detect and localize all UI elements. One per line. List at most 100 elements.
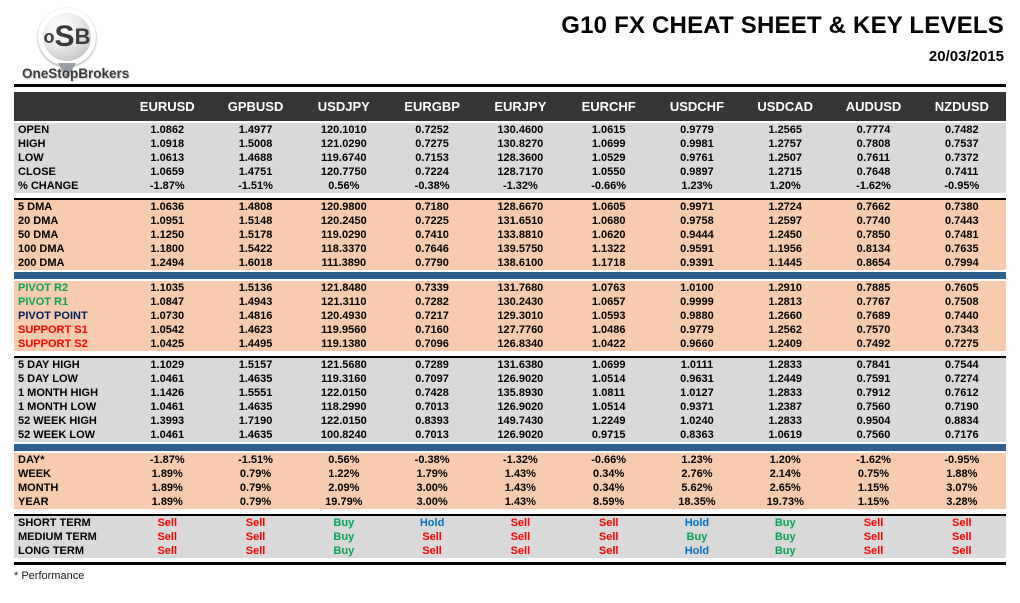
table-row: DAY* -1.87% -1.51% 0.56% -0.38% -1.32% -0.66% 1… [14,452,1006,467]
value-cell: 1.0514 [564,372,653,386]
value-cell: 1.22% [299,467,388,481]
signal-cell: Sell [564,544,653,558]
signal-cell: Buy [741,530,830,544]
value-cell: 0.7160 [387,323,477,337]
value-cell: 126.9020 [476,428,565,443]
value-cell: 0.8654 [829,256,918,271]
value-cell: 0.7570 [829,323,918,337]
signal-cell: Sell [917,530,1006,544]
column-header-eurusd: EURUSD [123,92,212,123]
value-cell: 1.5422 [211,242,300,256]
value-cell: 1.2715 [741,165,830,179]
value-cell: 1.0615 [564,122,653,137]
value-cell: 0.7689 [829,309,918,323]
value-cell: 0.7289 [387,356,477,372]
value-cell: 1.1800 [123,242,212,256]
table-row: 5 DAY LOW 1.0461 1.4635 119.3160 0.7097 126.9… [14,372,1006,386]
value-cell: 0.7380 [917,198,1006,214]
value-cell: 1.2449 [741,372,830,386]
value-cell: 2.09% [299,481,388,495]
value-cell: 1.89% [123,495,212,509]
table-row: SUPPORT S2 1.0425 1.4495 119.1380 0.7096 126.… [14,337,1006,351]
value-cell: 0.7646 [387,242,477,256]
row-label: CLOSE [14,165,124,179]
row-label: 1 MONTH HIGH [14,386,124,400]
value-cell: 2.76% [652,467,742,481]
value-cell: 0.7411 [917,165,1006,179]
column-header-nzdusd: NZDUSD [917,92,1006,123]
value-cell: 3.00% [387,495,477,509]
signal-cell: Buy [652,530,742,544]
value-cell: 0.7339 [387,280,477,295]
value-cell: 0.9779 [652,323,742,337]
value-cell: 1.0100 [652,280,742,295]
value-cell: 120.2450 [299,214,388,228]
value-cell: 1.0699 [564,137,653,151]
value-cell: 5.62% [652,481,742,495]
table-row: 5 DMA 1.0636 1.4808 120.9800 0.7180 128.6670 1… [14,198,1006,214]
brand-name: OneStopBrokers [22,66,130,81]
row-label: 52 WEEK HIGH [14,414,124,428]
value-cell: 0.7808 [829,137,918,151]
value-cell: 1.0593 [564,309,653,323]
signal-cell: Sell [123,530,212,544]
section-signals: SHORT TERM Sell Sell Buy Hold Sell Sell Hold Buy… [14,514,1006,558]
value-cell: 1.4816 [211,309,300,323]
row-label: OPEN [14,122,124,137]
column-header-usdjpy: USDJPY [299,92,388,123]
value-cell: 0.7537 [917,137,1006,151]
value-cell: 1.0550 [564,165,653,179]
value-cell: 1.89% [123,481,212,495]
signal-cell: Sell [829,530,918,544]
value-cell: 0.79% [211,467,300,481]
value-cell: 18.35% [652,495,742,509]
value-cell: 1.0514 [564,400,653,414]
table-row: 100 DMA 1.1800 1.5422 118.3370 0.7646 139.575… [14,242,1006,256]
value-cell: 0.7767 [829,295,918,309]
value-cell: 0.7774 [829,122,918,137]
value-cell: 0.9779 [652,122,742,137]
value-cell: 0.7275 [387,137,477,151]
title-block: G10 FX CHEAT SHEET & KEY LEVELS 20/03/20… [561,6,1004,82]
value-cell: 0.7013 [387,428,477,443]
value-cell: 121.3110 [299,295,388,309]
value-cell: 1.89% [123,467,212,481]
value-cell: 1.6018 [211,256,300,271]
value-cell: 1.1445 [741,256,830,271]
value-cell: 1.0636 [123,198,212,214]
corner-cell [14,92,124,123]
value-cell: 0.34% [564,481,653,495]
column-header-usdcad: USDCAD [741,92,830,123]
table-row: PIVOT POINT 1.0730 1.4816 120.4930 0.7217 129… [14,309,1006,323]
value-cell: 1.4623 [211,323,300,337]
value-cell: 128.6670 [476,198,565,214]
table-row: WEEK 1.89% 0.79% 1.22% 1.79% 1.43% 0.34% 2.76% 2… [14,467,1006,481]
value-cell: 1.0613 [123,151,212,165]
value-cell: 0.7912 [829,386,918,400]
row-label: 5 DAY LOW [14,372,124,386]
value-cell: 0.9971 [652,198,742,214]
value-cell: 3.28% [917,495,1006,509]
row-label: 50 DMA [14,228,124,242]
value-cell: 0.56% [299,452,388,467]
value-cell: 149.7430 [476,414,565,428]
signal-cell: Sell [476,530,565,544]
value-cell: 1.5008 [211,137,300,151]
table-container: EURUSD GPBUSD USDJPY EURGBP EURJPY EURCHF USDC… [14,92,1006,558]
value-cell: 1.1718 [564,256,653,271]
value-cell: 0.75% [829,467,918,481]
value-cell: 0.7481 [917,228,1006,242]
value-cell: 126.9020 [476,400,565,414]
value-cell: 130.4600 [476,122,565,137]
value-cell: 1.2562 [741,323,830,337]
value-cell: 1.5148 [211,214,300,228]
value-cell: 0.9371 [652,400,742,414]
row-label: 100 DMA [14,242,124,256]
value-cell: 120.4930 [299,309,388,323]
value-cell: 0.7440 [917,309,1006,323]
value-cell: 1.2724 [741,198,830,214]
row-label: SHORT TERM [14,514,124,530]
signal-cell: Sell [211,530,300,544]
value-cell: 119.6740 [299,151,388,165]
